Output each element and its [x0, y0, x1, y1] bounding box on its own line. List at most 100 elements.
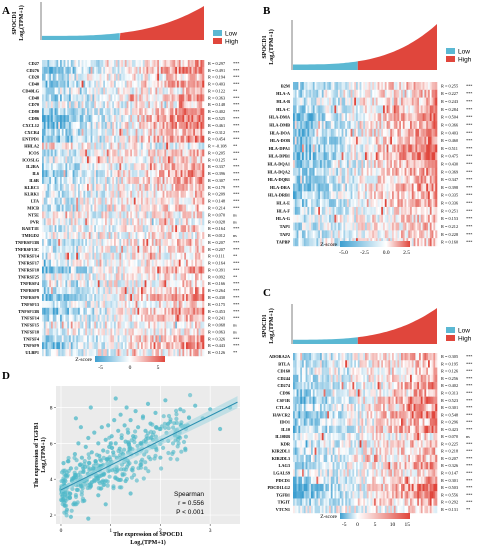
heatmap-cell	[94, 211, 97, 219]
heatmap-cell	[151, 101, 154, 109]
heatmap-cell	[411, 105, 414, 114]
heatmap-cell	[60, 287, 63, 295]
panel-a-gene-labels: CD27CD276CD28CD40CD40LGCD48CD70CD80CD86C…	[15, 61, 40, 355]
heatmap-cell	[81, 349, 84, 357]
heatmap-cell	[49, 115, 52, 123]
heatmap-cell	[85, 170, 88, 178]
heatmap-cell	[103, 183, 106, 191]
heatmap-cell	[65, 328, 68, 336]
heatmap-cell	[341, 121, 344, 130]
heatmap-cell	[195, 135, 198, 143]
heatmap-cell	[303, 121, 306, 130]
heatmap-cell	[372, 136, 375, 145]
heatmap-cell	[94, 238, 97, 247]
heatmap-cell	[191, 80, 194, 88]
heatmap-cell	[63, 177, 66, 185]
heatmap-cell	[65, 156, 68, 164]
heatmap-cell	[108, 280, 111, 288]
heatmap-cell	[117, 177, 120, 185]
heatmap-cell	[182, 238, 185, 247]
heatmap-cell	[115, 218, 118, 226]
heatmap-cell	[81, 218, 84, 226]
heatmap-cell	[157, 142, 160, 150]
heatmap-cell	[142, 314, 145, 322]
heatmap-cell	[96, 294, 99, 302]
heatmap-cell	[354, 105, 357, 114]
heatmap-cell	[70, 163, 73, 171]
heatmap-cell	[184, 266, 187, 274]
heatmap-cell	[112, 211, 115, 219]
heatmap-cell	[69, 321, 72, 329]
heatmap-cell	[151, 94, 154, 102]
heatmap-cell	[350, 97, 353, 106]
heatmap-cell	[135, 128, 138, 136]
heatmap-cell	[354, 136, 357, 145]
heatmap-cell	[96, 225, 99, 233]
heatmap-cell	[101, 218, 104, 226]
heatmap-cell	[97, 87, 100, 95]
heatmap-cell	[81, 108, 84, 116]
heatmap-cell	[305, 121, 308, 130]
heatmap-cell	[141, 135, 144, 143]
heatmap-cell	[58, 101, 61, 109]
heatmap-cell	[47, 190, 50, 198]
heatmap-cell	[426, 113, 429, 122]
heatmap-cell	[47, 101, 50, 109]
heatmap-cell	[132, 259, 135, 267]
gene-label: NT5E	[28, 212, 39, 217]
heatmap-cell	[90, 177, 93, 185]
heatmap-cell	[336, 136, 339, 145]
heatmap-cell	[168, 218, 171, 226]
heatmap-cell	[345, 121, 348, 130]
gene-label: IL6R	[29, 178, 40, 183]
heatmap-cell	[72, 149, 75, 157]
heatmap-cell	[69, 218, 72, 226]
heatmap-cell	[182, 300, 185, 309]
heatmap-cell	[123, 225, 126, 233]
heatmap-cell	[65, 115, 68, 123]
heatmap-cell	[155, 142, 158, 150]
heatmap-cell	[294, 105, 297, 114]
heatmap-cell	[96, 80, 99, 88]
heatmap-cell	[395, 160, 398, 169]
heatmap-cell	[123, 294, 126, 302]
heatmap-cell	[94, 87, 97, 95]
heatmap-cell	[58, 218, 61, 226]
heatmap-cell	[124, 204, 127, 212]
heatmap-cell	[316, 97, 319, 106]
heatmap-cell	[76, 149, 79, 157]
heatmap-cell	[311, 152, 314, 161]
heatmap-cell	[173, 87, 176, 95]
heatmap-cell	[88, 335, 91, 343]
heatmap-cell	[374, 128, 377, 137]
heatmap-cell	[43, 204, 46, 212]
heatmap-cell	[132, 183, 135, 191]
heatmap-cell	[88, 342, 91, 350]
heatmap-cell	[173, 108, 176, 116]
heatmap-cell	[155, 342, 158, 350]
heatmap-cell	[413, 128, 416, 137]
heatmap-cell	[61, 87, 64, 95]
heatmap-cell	[114, 197, 117, 205]
heatmap-cell	[200, 66, 203, 74]
heatmap-cell	[130, 60, 133, 68]
heatmap-cell	[175, 142, 178, 150]
heatmap-cell	[83, 294, 86, 302]
heatmap-cell	[45, 108, 48, 116]
heatmap-cell	[200, 204, 203, 212]
heatmap-cell	[121, 252, 124, 260]
heatmap-cell	[60, 80, 63, 88]
heatmap-cell	[54, 232, 57, 240]
heatmap-cell	[323, 167, 326, 176]
heatmap-cell	[189, 73, 192, 81]
heatmap-cell	[175, 197, 178, 205]
heatmap-cell	[397, 144, 400, 153]
heatmap-cell	[184, 273, 187, 281]
heatmap-cell	[196, 321, 199, 329]
heatmap-cell	[78, 294, 81, 302]
heatmap-cell	[117, 280, 120, 288]
heatmap-cell	[101, 135, 104, 143]
heatmap-cell	[402, 152, 405, 161]
heatmap-cell	[81, 156, 84, 164]
heatmap-cell	[78, 307, 81, 315]
